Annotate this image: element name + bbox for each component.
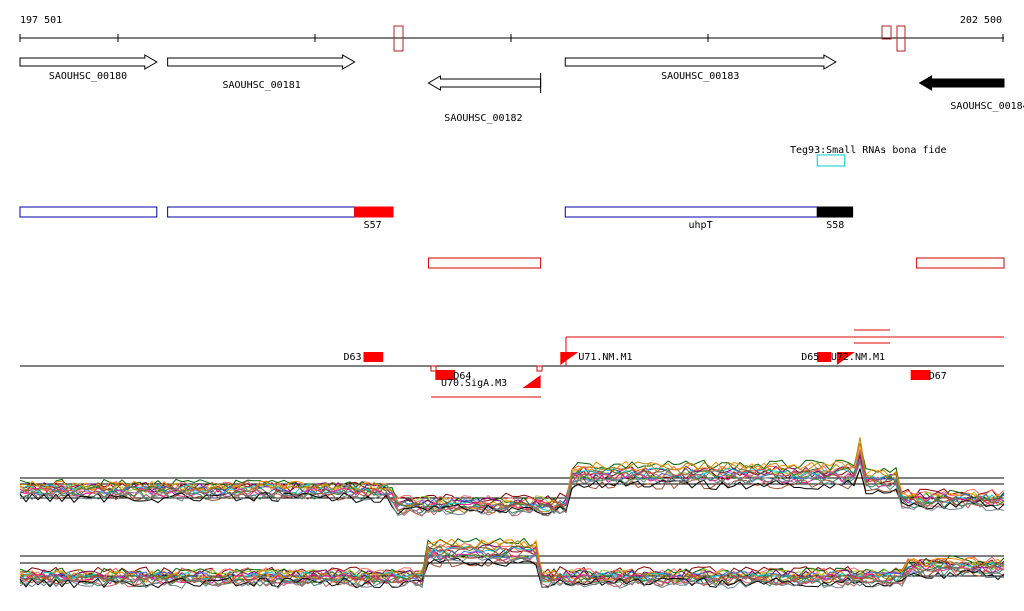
ruler-marker	[881, 25, 892, 40]
gene-label: SAOUHSC_00183	[661, 71, 739, 82]
annotation-feature[interactable]	[564, 206, 837, 218]
segment-marker[interactable]	[522, 375, 541, 388]
annotation-label: S58	[826, 220, 844, 231]
segment-label: D67	[929, 371, 947, 382]
ruler-marker	[393, 25, 404, 52]
segment-label: D63	[343, 352, 361, 363]
gene-track: SAOUHSC_00180 SAOUHSC_00181 SAOUHSC_00182 S…	[19, 54, 1024, 124]
segment-label: D65	[801, 352, 819, 363]
expression-line	[19, 461, 1005, 517]
expression-profile-panel	[19, 437, 1005, 517]
annotation-feature[interactable]	[816, 206, 854, 218]
annotation-feature[interactable]	[354, 206, 394, 218]
ruler-start-label: 197 501	[20, 15, 62, 26]
segment-label: U70.SigA.M3	[441, 378, 507, 389]
segment-marker[interactable]	[560, 352, 579, 365]
expression-line	[19, 546, 1005, 588]
annotation-track: S57 uhpT S58	[19, 206, 854, 231]
annotation-label: S57	[364, 220, 382, 231]
segment-end-marker	[430, 365, 437, 372]
ruler-marker	[896, 25, 906, 52]
gene-arrow[interactable]	[918, 75, 1005, 91]
gene-arrow[interactable]	[564, 54, 837, 70]
segment-marker[interactable]	[817, 352, 832, 362]
expression-line	[19, 542, 1005, 578]
segment-marker[interactable]	[836, 352, 855, 365]
gene-arrow[interactable]	[167, 54, 356, 70]
gene-arrow[interactable]	[19, 54, 158, 70]
expression-line	[19, 556, 1005, 587]
segment-end-marker	[536, 365, 543, 372]
expression-profile-panel	[19, 537, 1005, 589]
transcript-feature[interactable]	[427, 257, 542, 269]
transcript-track	[427, 257, 1005, 269]
expression-line	[19, 552, 1005, 589]
small-rna-track: Teg93:Small RNAs bona fide	[790, 145, 947, 167]
ruler-end-label: 202 500	[960, 15, 1002, 26]
expression-line	[19, 537, 1005, 580]
coordinate-ruler: 197 501 202 500	[19, 15, 1004, 52]
gene-label: SAOUHSC_00184	[950, 101, 1024, 112]
segment-label: U71.NM.M1	[578, 352, 632, 363]
segment-label: D64	[453, 371, 471, 382]
segment-marker[interactable]	[910, 370, 931, 380]
small-rna-track-title: Teg93:Small RNAs bona fide	[790, 145, 947, 156]
expression-line	[19, 460, 1005, 515]
gene-label: SAOUHSC_00180	[49, 71, 127, 82]
annotation-feature[interactable]	[19, 206, 158, 218]
segment-marker[interactable]	[363, 352, 384, 362]
gene-label: SAOUHSC_00182	[444, 113, 522, 124]
expression-line	[19, 459, 1005, 504]
annotation-feature[interactable]	[167, 206, 356, 218]
gene-arrow[interactable]	[427, 75, 542, 91]
segment-label: U72.NM.M1	[831, 352, 885, 363]
expression-line	[19, 444, 1005, 511]
gene-label: SAOUHSC_00181	[222, 80, 300, 91]
small-rna-feature[interactable]	[816, 154, 846, 167]
annotation-label: uhpT	[689, 220, 713, 231]
expression-line	[19, 540, 1005, 584]
expression-line	[19, 459, 1005, 512]
segment-marker[interactable]	[435, 370, 456, 380]
transcript-feature[interactable]	[916, 257, 1005, 269]
